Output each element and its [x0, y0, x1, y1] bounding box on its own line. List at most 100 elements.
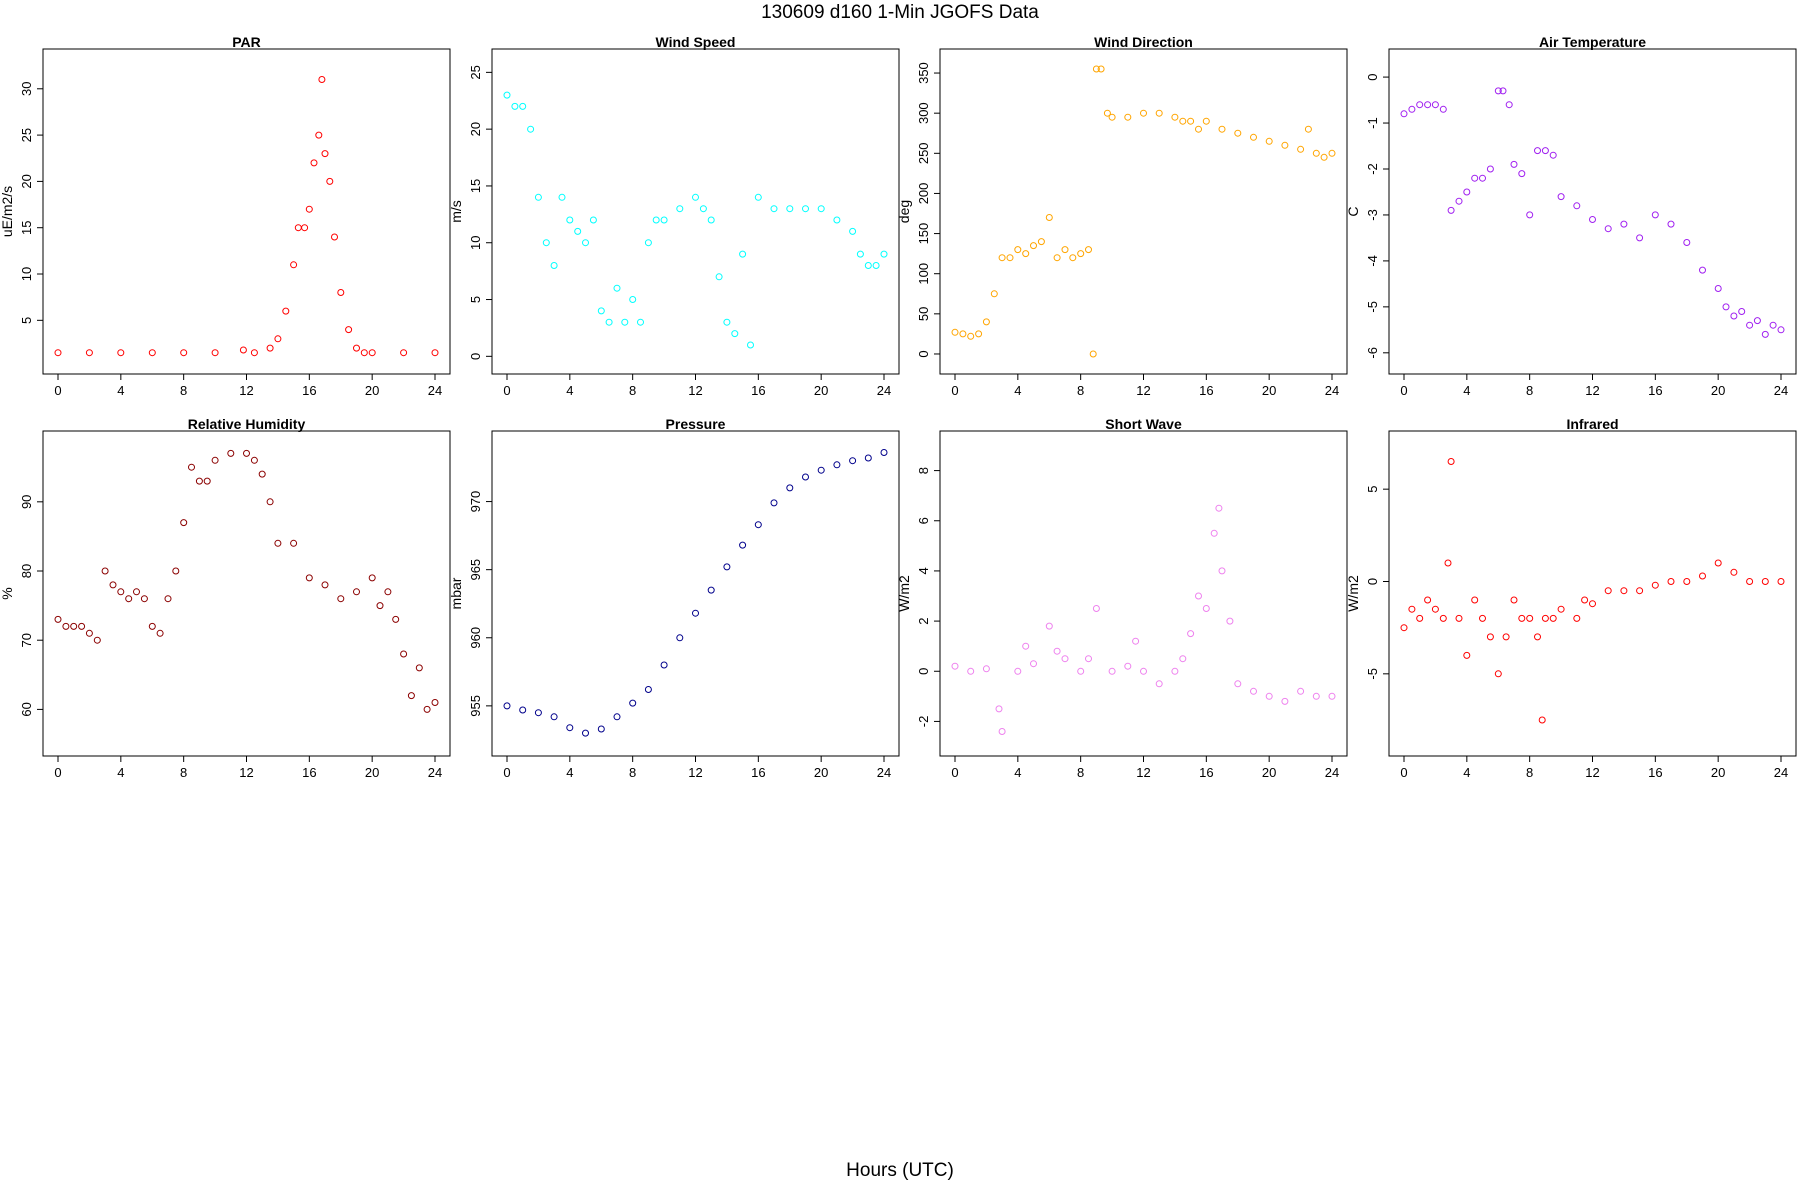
data-point: [266, 344, 274, 352]
data-point: [629, 296, 637, 303]
data-point: [534, 193, 542, 201]
x-tick-label: 0: [503, 765, 510, 780]
data-point: [70, 622, 78, 630]
chart-title: Wind Direction: [1094, 34, 1193, 50]
x-tick-label: 0: [951, 765, 958, 780]
data-point: [274, 335, 282, 343]
x-tick-label: 12: [1585, 383, 1599, 398]
data-point: [392, 615, 400, 623]
x-tick-label: 20: [814, 383, 828, 398]
x-tick-label: 8: [1526, 383, 1533, 398]
y-tick-label: 100: [916, 263, 931, 285]
data-point: [1494, 670, 1502, 678]
x-tick-label: 24: [428, 383, 442, 398]
data-point: [353, 344, 360, 352]
data-point: [1077, 667, 1085, 675]
data-point: [211, 456, 219, 464]
x-tick-label: 20: [365, 383, 379, 398]
data-point: [85, 349, 93, 357]
data-point: [503, 702, 511, 710]
data-point: [1534, 147, 1541, 155]
chart-title: PAR: [232, 34, 261, 50]
data-point: [959, 330, 967, 338]
data-point: [1604, 225, 1612, 233]
data-point: [1589, 216, 1596, 223]
data-point: [321, 150, 329, 158]
y-tick-label: 20: [19, 174, 34, 188]
data-point: [995, 705, 1003, 713]
data-point: [1202, 605, 1210, 612]
plot-frame: [1388, 48, 1797, 375]
data-point: [1549, 151, 1557, 159]
y-tick-label: 965: [468, 559, 483, 581]
data-point: [998, 728, 1006, 735]
data-point: [566, 724, 574, 732]
data-point: [239, 346, 247, 354]
data-point: [1479, 174, 1486, 182]
y-tick-label: -2: [1365, 163, 1380, 175]
data-point: [1400, 624, 1408, 632]
x-tick-label: 20: [1262, 383, 1276, 398]
data-point: [1061, 655, 1069, 663]
x-tick-label: 24: [1325, 383, 1339, 398]
x-tick-label: 4: [1463, 383, 1470, 398]
data-point: [1061, 246, 1069, 254]
data-point: [1077, 250, 1085, 258]
data-point: [180, 519, 188, 527]
x-tick-label: 4: [1463, 765, 1470, 780]
data-point: [1486, 165, 1494, 173]
data-point: [400, 650, 408, 658]
data-point: [864, 262, 872, 269]
x-tick-label: 16: [302, 765, 316, 780]
data-point: [431, 699, 439, 706]
data-point: [1620, 220, 1628, 228]
y-tick-label: 30: [19, 82, 34, 96]
data-point: [1541, 614, 1549, 622]
data-point: [1037, 238, 1045, 246]
data-point: [1651, 211, 1659, 219]
y-tick-label: 80: [19, 564, 34, 578]
data-point: [1471, 596, 1479, 604]
x-tick-label: 4: [566, 765, 573, 780]
data-point: [1328, 149, 1336, 157]
data-point: [1499, 87, 1507, 95]
data-point: [1518, 614, 1526, 622]
y-tick-label: 90: [19, 495, 34, 509]
data-point: [1526, 211, 1534, 219]
data-point: [1455, 614, 1463, 622]
data-point: [1297, 145, 1305, 153]
chart-par: PAR uE/m2/s 0 4 8 12 16 20 24 5 10 15 20 25 30: [0, 34, 451, 398]
y-axis-label: uE/m2/s: [0, 186, 15, 237]
data-point: [1265, 137, 1273, 145]
data-point: [872, 262, 880, 269]
data-point: [266, 498, 274, 506]
data-point: [982, 318, 990, 326]
data-point: [78, 622, 86, 630]
data-point: [1620, 587, 1628, 595]
data-point: [739, 250, 747, 258]
data-point: [1581, 596, 1589, 604]
data-point: [1667, 578, 1675, 585]
data-point: [1604, 587, 1612, 595]
chart-wind-direction: Wind Direction deg 0 4 8 12 16 20 24 0 50 100 150 200…: [896, 34, 1348, 398]
y-tick-label: 955: [468, 695, 483, 717]
y-tick-label: 250: [916, 142, 931, 164]
data-point: [337, 595, 345, 603]
data-point: [1769, 321, 1777, 329]
y-tick-label: 60: [19, 702, 34, 716]
data-point: [1557, 193, 1565, 201]
data-point: [1549, 614, 1557, 622]
y-tick-label: 5: [468, 296, 483, 303]
y-tick-label: 2: [916, 617, 931, 624]
data-point: [880, 250, 888, 258]
data-point: [250, 349, 258, 357]
data-point: [1234, 680, 1242, 688]
y-tick-label: 10: [19, 267, 34, 281]
data-point: [274, 539, 282, 547]
data-point: [360, 349, 368, 357]
data-point: [1304, 125, 1312, 133]
data-point: [676, 205, 684, 213]
data-point: [802, 473, 809, 481]
data-point: [731, 330, 739, 338]
data-point: [1408, 605, 1416, 613]
